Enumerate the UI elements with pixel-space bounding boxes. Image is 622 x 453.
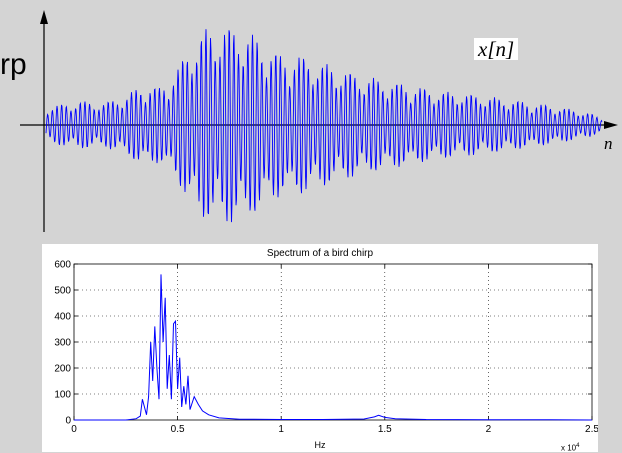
spectrum-x-tick-label: 2 [486, 424, 492, 435]
spectrum-title: Spectrum of a bird chirp [266, 248, 374, 259]
spectrum-x-scale-exponent: 4 [576, 443, 580, 449]
waveform-plot [20, 10, 618, 232]
spectrum-x-tick-label: 0.5 [171, 424, 185, 435]
spectrum-ticks: 0 0.5 1 1.5 2 2.5 0 100 200 300 400 500 600 [54, 260, 598, 436]
spectrum-chart-panel: 0 0.5 1 1.5 2 2.5 0 100 200 300 400 500 600 Spectrum… [42, 244, 598, 453]
spectrum-x-axis-label: Hz [314, 440, 326, 450]
spectrum-grid [74, 264, 592, 420]
waveform-signal-line [45, 29, 603, 223]
spectrum-series-line [74, 274, 593, 421]
spectrum-y-tick-label: 500 [54, 286, 71, 297]
waveform-y-axis-arrow [40, 10, 48, 24]
spectrum-y-tick-label: 600 [54, 260, 71, 271]
spectrum-y-tick-label: 100 [54, 390, 71, 401]
spectrum-plot: 0 0.5 1 1.5 2 2.5 0 100 200 300 400 500 600 [54, 260, 598, 436]
spectrum-x-tick-label: 0 [71, 424, 77, 435]
spectrum-x-tick-label: 2.5 [585, 424, 598, 435]
waveform-x-axis-label: n [604, 134, 613, 153]
spectrum-x-tick-label: 1 [278, 424, 284, 435]
spectrum-y-tick-label: 400 [54, 312, 71, 323]
waveform-y-axis-label: rp [0, 48, 27, 81]
spectrum-x-scale-base: x 10 [561, 443, 577, 453]
spectrum-y-tick-label: 300 [54, 338, 71, 349]
spectrum-x-scale-note: x 104 [561, 442, 579, 453]
waveform-signal-label: x[n] [474, 38, 519, 60]
spectrum-x-tick-label: 1.5 [378, 424, 392, 435]
spectrum-y-tick-label: 200 [54, 364, 71, 375]
spectrum-y-tick-label: 0 [65, 416, 71, 427]
waveform-x-axis-arrow [604, 121, 618, 129]
